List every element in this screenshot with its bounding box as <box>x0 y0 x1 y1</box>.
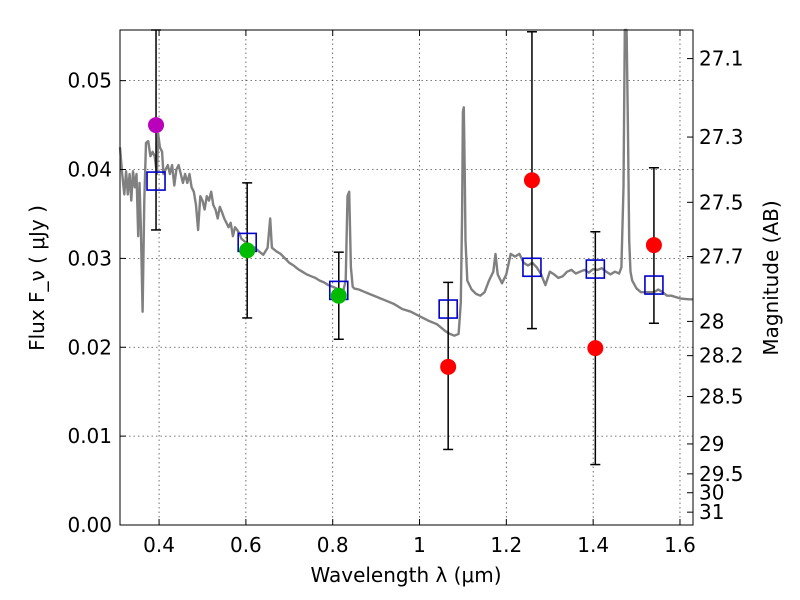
observed-circle-marker <box>440 358 457 375</box>
observed-circle-marker <box>239 242 256 259</box>
mag-tick-label: 30 <box>699 481 724 505</box>
right-axis-label: Magnitude (AB) <box>759 200 783 355</box>
mag-tick-label: 27.5 <box>699 190 744 214</box>
mag-tick-label: 27.7 <box>699 245 744 269</box>
mag-tick-label: 28.2 <box>699 344 744 368</box>
mag-tick-label: 27.1 <box>699 47 744 71</box>
mag-tick-label: 31 <box>699 500 724 524</box>
observed-circle-marker <box>587 340 604 357</box>
model-square-marker <box>146 171 166 191</box>
y-axis-label: Flux F_ν ( μJy ) <box>25 205 49 351</box>
mag-tick-label: 29.5 <box>699 462 744 486</box>
x-tick-label: 1.6 <box>664 533 696 557</box>
y-tick-label: 0.02 <box>67 335 112 359</box>
y-tick-label: 0.00 <box>67 513 112 537</box>
errorbar-layer <box>151 29 659 466</box>
plot-frame <box>119 29 694 526</box>
x-axis-label: Wavelength λ (μm) <box>310 563 501 587</box>
observed-circle-marker <box>523 172 540 189</box>
x-tick-label: 1.4 <box>577 533 609 557</box>
x-tick-label: 1.2 <box>490 533 522 557</box>
model-square-marker <box>438 299 458 319</box>
mag-tick-label: 29 <box>699 432 724 456</box>
x-tick-label: 1 <box>413 533 426 557</box>
mag-tick-label: 27.3 <box>699 125 744 149</box>
y-tick-label: 0.03 <box>67 246 112 270</box>
x-tick-label: 0.4 <box>143 533 175 557</box>
observed-circle-marker <box>645 237 662 254</box>
spectrum-line <box>118 28 693 337</box>
marker-layer <box>146 117 664 375</box>
model-square-marker <box>644 275 664 295</box>
y-tick-label: 0.05 <box>67 69 112 93</box>
observed-circle-marker <box>148 117 165 134</box>
x-tick-label: 0.8 <box>317 533 349 557</box>
model-square-marker <box>585 259 606 279</box>
y-tick-label: 0.01 <box>67 424 112 448</box>
x-tick-label: 0.6 <box>230 533 262 557</box>
observed-circle-marker <box>330 287 347 304</box>
tick-layer: 0.4 0.6 0.8 1 1.2 1.4 1.6 0.00 0.01 0.02 0.03 0.04 0… <box>67 30 744 557</box>
model-square-marker <box>522 257 542 278</box>
grid <box>120 30 693 526</box>
mag-tick-label: 28 <box>699 309 724 333</box>
y-tick-label: 0.04 <box>67 158 112 182</box>
mag-tick-label: 28.5 <box>699 385 744 409</box>
spectrum-layer <box>118 28 693 337</box>
